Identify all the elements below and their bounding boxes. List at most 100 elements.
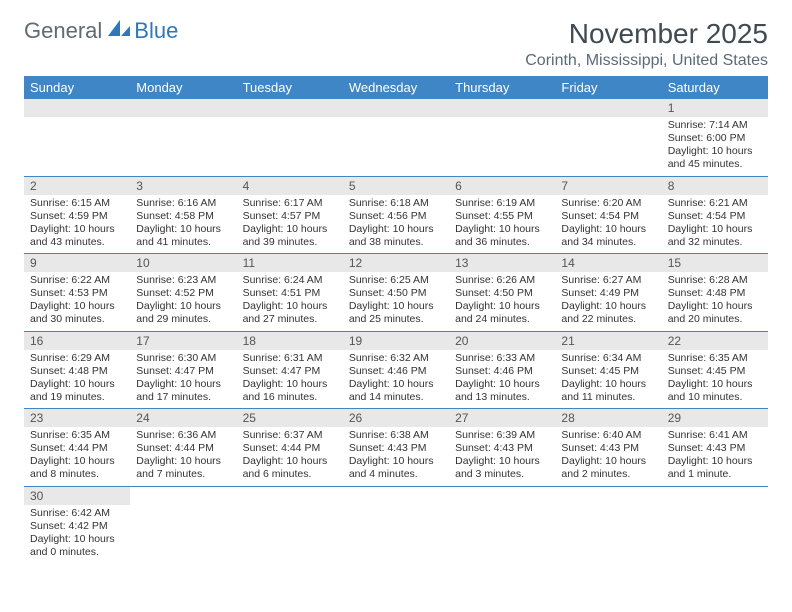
sunrise-line: Sunrise: 7:14 AM [668,119,762,132]
day-info: Sunrise: 6:23 AMSunset: 4:52 PMDaylight:… [130,272,236,331]
sunrise-line: Sunrise: 6:16 AM [136,197,230,210]
sunrise-line: Sunrise: 6:20 AM [561,197,655,210]
day-info: Sunrise: 6:35 AMSunset: 4:45 PMDaylight:… [662,350,768,409]
sunset-line: Sunset: 4:53 PM [30,287,124,300]
sunrise-line: Sunrise: 6:36 AM [136,429,230,442]
sunrise-line: Sunrise: 6:19 AM [455,197,549,210]
calendar-day-cell: 28Sunrise: 6:40 AMSunset: 4:43 PMDayligh… [555,409,661,487]
daylight-line: Daylight: 10 hours and 27 minutes. [243,300,337,326]
sunset-line: Sunset: 4:59 PM [30,210,124,223]
day-number: 14 [555,254,661,272]
calendar-day-cell: 4Sunrise: 6:17 AMSunset: 4:57 PMDaylight… [237,176,343,254]
daylight-line: Daylight: 10 hours and 25 minutes. [349,300,443,326]
day-number: 7 [555,177,661,195]
day-info: Sunrise: 6:17 AMSunset: 4:57 PMDaylight:… [237,195,343,254]
sunset-line: Sunset: 4:58 PM [136,210,230,223]
calendar-day-cell: 2Sunrise: 6:15 AMSunset: 4:59 PMDaylight… [24,176,130,254]
day-info: Sunrise: 6:39 AMSunset: 4:43 PMDaylight:… [449,427,555,486]
sunset-line: Sunset: 6:00 PM [668,132,762,145]
day-info: Sunrise: 7:14 AMSunset: 6:00 PMDaylight:… [662,117,768,176]
calendar-day-cell [343,99,449,176]
day-number: 27 [449,409,555,427]
calendar-week-row: 23Sunrise: 6:35 AMSunset: 4:44 PMDayligh… [24,409,768,487]
sunset-line: Sunset: 4:42 PM [30,520,124,533]
sunrise-line: Sunrise: 6:27 AM [561,274,655,287]
day-info: Sunrise: 6:32 AMSunset: 4:46 PMDaylight:… [343,350,449,409]
calendar-day-cell [343,486,449,563]
day-number: 22 [662,332,768,350]
day-info: Sunrise: 6:33 AMSunset: 4:46 PMDaylight:… [449,350,555,409]
weekday-header: Wednesday [343,76,449,99]
sunset-line: Sunset: 4:54 PM [561,210,655,223]
day-info: Sunrise: 6:28 AMSunset: 4:48 PMDaylight:… [662,272,768,331]
calendar-day-cell [555,486,661,563]
daylight-line: Daylight: 10 hours and 8 minutes. [30,455,124,481]
page-title: November 2025 [525,18,768,50]
daylight-line: Daylight: 10 hours and 38 minutes. [349,223,443,249]
day-number: 23 [24,409,130,427]
daylight-line: Daylight: 10 hours and 22 minutes. [561,300,655,326]
sunset-line: Sunset: 4:57 PM [243,210,337,223]
sunrise-line: Sunrise: 6:23 AM [136,274,230,287]
weekday-header: Friday [555,76,661,99]
sunrise-line: Sunrise: 6:40 AM [561,429,655,442]
calendar-day-cell: 10Sunrise: 6:23 AMSunset: 4:52 PMDayligh… [130,254,236,332]
sunset-line: Sunset: 4:43 PM [668,442,762,455]
day-number: 19 [343,332,449,350]
day-info: Sunrise: 6:26 AMSunset: 4:50 PMDaylight:… [449,272,555,331]
sunrise-line: Sunrise: 6:30 AM [136,352,230,365]
daylight-line: Daylight: 10 hours and 13 minutes. [455,378,549,404]
sunset-line: Sunset: 4:43 PM [455,442,549,455]
weekday-header-row: Sunday Monday Tuesday Wednesday Thursday… [24,76,768,99]
day-number: 5 [343,177,449,195]
calendar-day-cell [24,99,130,176]
day-number: 20 [449,332,555,350]
day-info: Sunrise: 6:19 AMSunset: 4:55 PMDaylight:… [449,195,555,254]
day-number: 16 [24,332,130,350]
sunset-line: Sunset: 4:55 PM [455,210,549,223]
calendar-day-cell: 17Sunrise: 6:30 AMSunset: 4:47 PMDayligh… [130,331,236,409]
logo: General Blue [24,18,178,44]
day-info: Sunrise: 6:37 AMSunset: 4:44 PMDaylight:… [237,427,343,486]
calendar-day-cell: 19Sunrise: 6:32 AMSunset: 4:46 PMDayligh… [343,331,449,409]
day-number: 8 [662,177,768,195]
sunset-line: Sunset: 4:49 PM [561,287,655,300]
sunrise-line: Sunrise: 6:21 AM [668,197,762,210]
day-info: Sunrise: 6:42 AMSunset: 4:42 PMDaylight:… [24,505,130,564]
calendar-day-cell: 25Sunrise: 6:37 AMSunset: 4:44 PMDayligh… [237,409,343,487]
header: General Blue November 2025 Corinth, Miss… [24,18,768,70]
day-number: 17 [130,332,236,350]
sunrise-line: Sunrise: 6:25 AM [349,274,443,287]
day-number: 11 [237,254,343,272]
day-info: Sunrise: 6:22 AMSunset: 4:53 PMDaylight:… [24,272,130,331]
daylight-line: Daylight: 10 hours and 36 minutes. [455,223,549,249]
day-info: Sunrise: 6:25 AMSunset: 4:50 PMDaylight:… [343,272,449,331]
sunset-line: Sunset: 4:54 PM [668,210,762,223]
daylight-line: Daylight: 10 hours and 1 minute. [668,455,762,481]
sunrise-line: Sunrise: 6:22 AM [30,274,124,287]
sunrise-line: Sunrise: 6:35 AM [668,352,762,365]
daylight-line: Daylight: 10 hours and 14 minutes. [349,378,443,404]
day-info: Sunrise: 6:30 AMSunset: 4:47 PMDaylight:… [130,350,236,409]
sunrise-line: Sunrise: 6:31 AM [243,352,337,365]
calendar-day-cell: 3Sunrise: 6:16 AMSunset: 4:58 PMDaylight… [130,176,236,254]
day-number: 25 [237,409,343,427]
sail-icon [106,18,132,44]
calendar-week-row: 2Sunrise: 6:15 AMSunset: 4:59 PMDaylight… [24,176,768,254]
sunset-line: Sunset: 4:47 PM [243,365,337,378]
daylight-line: Daylight: 10 hours and 11 minutes. [561,378,655,404]
calendar-day-cell [237,99,343,176]
calendar-day-cell: 21Sunrise: 6:34 AMSunset: 4:45 PMDayligh… [555,331,661,409]
daylight-line: Daylight: 10 hours and 43 minutes. [30,223,124,249]
sunrise-line: Sunrise: 6:24 AM [243,274,337,287]
sunset-line: Sunset: 4:46 PM [455,365,549,378]
calendar-day-cell: 16Sunrise: 6:29 AMSunset: 4:48 PMDayligh… [24,331,130,409]
day-number: 4 [237,177,343,195]
daylight-line: Daylight: 10 hours and 41 minutes. [136,223,230,249]
sunrise-line: Sunrise: 6:42 AM [30,507,124,520]
day-info: Sunrise: 6:29 AMSunset: 4:48 PMDaylight:… [24,350,130,409]
calendar-day-cell: 13Sunrise: 6:26 AMSunset: 4:50 PMDayligh… [449,254,555,332]
sunrise-line: Sunrise: 6:29 AM [30,352,124,365]
sunrise-line: Sunrise: 6:18 AM [349,197,443,210]
page-subtitle: Corinth, Mississippi, United States [525,52,768,70]
